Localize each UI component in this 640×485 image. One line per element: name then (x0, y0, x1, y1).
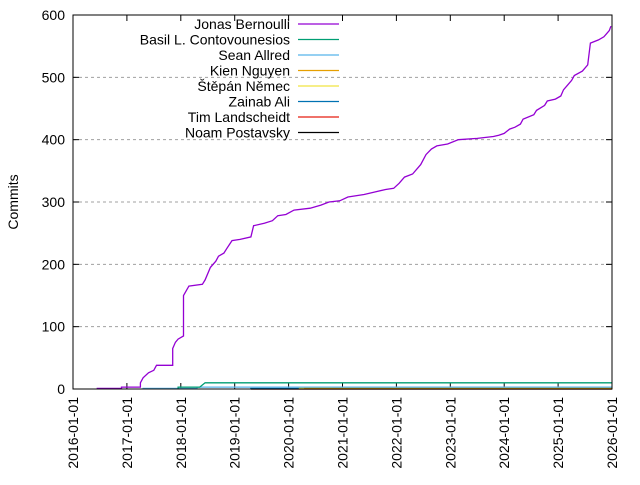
legend-label: Basil L. Contovounesios (140, 32, 290, 48)
x-tick-label: 2022-01-01 (388, 397, 404, 469)
legend-label: Jonas Bernoulli (194, 16, 290, 32)
y-axis: 0 100 200 300 400 500 600 (42, 7, 612, 397)
y-tick-label: 300 (42, 194, 66, 210)
legend-label: Sean Allred (218, 47, 290, 63)
y-axis-label: Commits (5, 174, 21, 229)
x-tick-label: 2018-01-01 (173, 397, 189, 469)
y-tick-label: 400 (42, 132, 66, 148)
legend-label: Štěpán Němec (197, 78, 290, 94)
y-tick-label: 100 (42, 319, 66, 335)
x-axis: 2016-01-01 2017-01-01 2018-01-01 2019-01-01… (65, 15, 620, 469)
legend-label: Tim Landscheidt (188, 109, 290, 125)
x-tick-label: 2019-01-01 (227, 397, 243, 469)
y-gridlines (73, 76, 612, 328)
series-lines (96, 25, 612, 390)
series-line (177, 382, 612, 389)
y-tick-label: 0 (57, 381, 65, 397)
y-tick-label: 200 (42, 256, 66, 272)
legend-label: Kien Nguyen (210, 63, 290, 79)
x-tick-label: 2017-01-01 (119, 397, 135, 469)
y-tick-label: 500 (42, 69, 66, 85)
y-tick-label: 600 (42, 7, 66, 23)
series-line (96, 25, 612, 390)
x-tick-label: 2025-01-01 (550, 397, 566, 469)
x-tick-label: 2026-01-01 (604, 397, 620, 469)
plot-border (72, 14, 613, 390)
x-tick-label: 2021-01-01 (335, 397, 351, 469)
x-tick-label: 2020-01-01 (281, 397, 297, 469)
legend-label: Zainab Ali (229, 94, 290, 110)
legend-label: Noam Postavsky (185, 125, 290, 141)
x-tick-label: 2016-01-01 (65, 397, 81, 469)
x-tick-label: 2023-01-01 (442, 397, 458, 469)
x-tick-label: 2024-01-01 (496, 397, 512, 469)
